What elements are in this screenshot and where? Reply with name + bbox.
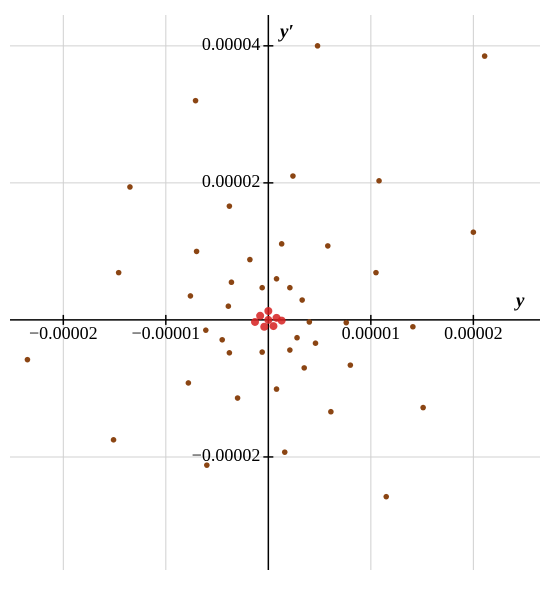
point — [226, 203, 233, 209]
y-tick-label: −0.00002 — [192, 445, 261, 465]
point — [204, 462, 210, 468]
point — [287, 284, 293, 291]
point — [234, 395, 241, 401]
point — [373, 269, 379, 276]
point — [260, 322, 269, 331]
point — [301, 365, 308, 371]
point — [314, 43, 321, 49]
point — [185, 380, 192, 386]
point — [225, 303, 232, 310]
point — [273, 275, 280, 282]
point — [410, 323, 416, 330]
point — [420, 404, 426, 411]
point — [127, 184, 133, 190]
point — [259, 349, 265, 355]
point — [256, 311, 265, 320]
point — [264, 307, 273, 315]
x-tick-label: 0.00002 — [444, 323, 503, 343]
x-tick-label: 0.00001 — [342, 323, 401, 343]
point — [294, 334, 300, 341]
point — [306, 319, 313, 325]
y-tick-label: 0.00004 — [202, 34, 261, 54]
point — [312, 340, 319, 347]
point — [247, 256, 253, 263]
point — [219, 336, 226, 343]
point — [273, 386, 280, 392]
point — [193, 248, 200, 255]
y-axis-label: y′ — [278, 21, 294, 42]
x-tick-label: −0.00002 — [29, 323, 98, 343]
point — [376, 178, 382, 184]
point — [277, 316, 286, 325]
x-axis-label: y — [514, 290, 525, 311]
point — [470, 229, 477, 236]
point — [110, 437, 117, 443]
point — [383, 493, 390, 500]
point — [281, 449, 288, 455]
point — [328, 408, 334, 415]
point — [343, 319, 350, 326]
point — [481, 53, 488, 59]
point — [251, 317, 260, 326]
point — [278, 241, 285, 247]
point — [264, 315, 273, 324]
point — [287, 347, 293, 353]
x-tick-label: −0.00001 — [131, 323, 200, 343]
point — [24, 356, 31, 363]
point — [226, 349, 233, 356]
point — [192, 97, 199, 104]
y-tick-label: 0.00002 — [202, 171, 261, 191]
point — [228, 279, 235, 286]
point — [269, 322, 278, 331]
point — [203, 327, 209, 333]
point — [347, 362, 354, 368]
point — [290, 173, 296, 179]
point — [187, 293, 194, 299]
point — [299, 297, 305, 303]
point — [324, 243, 331, 249]
point — [259, 284, 265, 291]
point — [115, 269, 122, 276]
